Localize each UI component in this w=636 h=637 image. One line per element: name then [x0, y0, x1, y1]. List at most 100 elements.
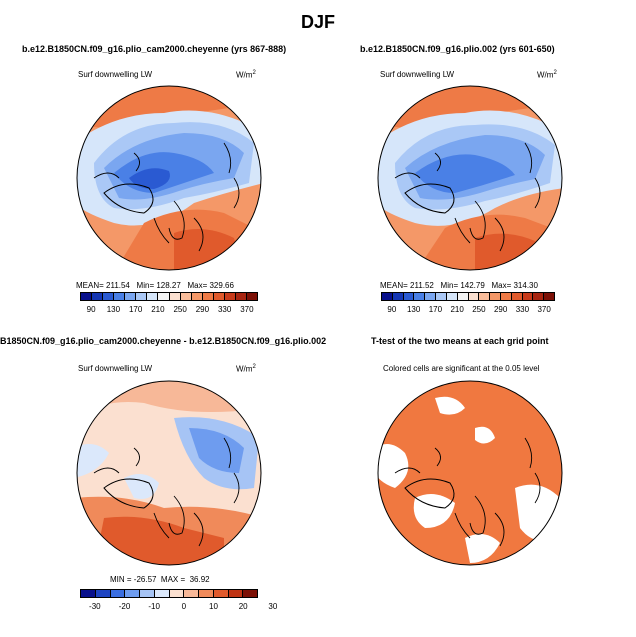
colorbar-swatch: [246, 293, 257, 300]
non-significant-area: [378, 444, 409, 488]
non-significant-area: [465, 534, 500, 563]
colorbar-tick-label: 130: [406, 305, 421, 314]
colorbar-swatch: [479, 293, 491, 300]
coastline: [404, 183, 455, 214]
colorbar-swatch: [500, 293, 512, 300]
colorbar-swatch: [243, 590, 257, 597]
panel-2-variable: Surf downwelling LW: [380, 70, 455, 79]
colorbar-tick-label: -10: [148, 602, 160, 611]
panel-2-colorbar-labels: 90 130 170 210 250 290 330 370: [381, 305, 555, 315]
colorbar-swatch: [147, 293, 159, 300]
panel-3-polar-map: [76, 380, 262, 566]
colorbar-tick-label: -30: [89, 602, 101, 611]
coastline: [103, 478, 154, 509]
colorbar-tick-label: 30: [268, 602, 278, 611]
panel-3-variable: Surf downwelling LW: [78, 364, 153, 373]
map-border: [377, 85, 563, 271]
panel-3-title-text: B1850CN.f09_g16.plio_cam2000.cheyenne - …: [0, 336, 327, 346]
colorbar-tick-label: 90: [387, 305, 397, 314]
colorbar-tick-label: 290: [195, 305, 210, 314]
panel-1-units: W/m2: [236, 70, 256, 80]
colorbar-tick-label: 250: [472, 305, 486, 314]
colorbar-swatch: [125, 293, 137, 300]
colorbar-swatch: [169, 293, 181, 300]
panel-4-note: Colored cells are significant at the 0.0…: [383, 364, 540, 373]
map-border: [377, 380, 563, 566]
cold-core-contour: [129, 168, 170, 189]
colorbar-tick-label: 330: [217, 305, 232, 314]
colorbar-tick-label: 0: [181, 602, 187, 611]
colorbar-swatch: [522, 293, 534, 300]
colorbar-tick-label: 370: [537, 305, 551, 314]
colorbar-swatch: [92, 293, 104, 300]
panel-3-colorbar: [80, 589, 258, 598]
colorbar-swatch: [169, 590, 185, 597]
colorbar-swatch: [199, 590, 214, 597]
panel-2-polar-map: [377, 85, 563, 271]
colorbar-swatch: [125, 590, 140, 597]
map-border: [76, 380, 262, 566]
colorbar-swatch: [81, 293, 93, 300]
colorbar-swatch: [511, 293, 523, 300]
panel-2-stats: MEAN= 211.52 Min= 142.79 Max= 314.30: [380, 281, 538, 290]
colorbar-tick-label: 210: [450, 305, 464, 314]
colorbar-swatch: [544, 293, 554, 300]
page-title: DJF: [300, 12, 335, 32]
colorbar-tick-label: 210: [151, 305, 165, 314]
colorbar-swatch: [235, 293, 247, 300]
colorbar-swatch: [425, 293, 437, 300]
coastline: [93, 142, 240, 252]
colorbar-swatch: [114, 293, 126, 300]
colorbar-swatch: [95, 590, 111, 597]
coastline: [404, 478, 455, 509]
colorbar-swatch: [436, 293, 447, 300]
panel-1-stats: MEAN= 211.54 Min= 128.27 Max= 329.66: [76, 281, 234, 290]
panel-3-title: B1850CN.f09_g16.plio_cam2000.cheyenne - …: [0, 336, 356, 346]
colorbar-swatch: [154, 590, 170, 597]
panel-3-colorbar-labels: -30 -20 -10 0 10 20 30: [80, 602, 277, 612]
colorbar-swatch: [184, 590, 199, 597]
panel-3-units: W/m2: [236, 364, 256, 374]
panel-3-stats: MIN = -26.57 MAX = 36.92: [110, 575, 210, 584]
colorbar-tick-label: 90: [86, 305, 96, 314]
colorbar-swatch: [228, 590, 244, 597]
colorbar-tick-label: 370: [240, 305, 254, 314]
colorbar-swatch: [392, 293, 404, 300]
negative-contour: [124, 474, 159, 499]
colorbar-swatch: [414, 293, 426, 300]
colorbar-swatch: [213, 590, 229, 597]
coastline: [394, 437, 541, 547]
panel-1-variable: Surf downwelling LW: [78, 70, 153, 79]
colorbar-swatch: [403, 293, 415, 300]
colorbar-tick-label: 20: [238, 602, 248, 611]
colorbar-swatch: [457, 293, 469, 300]
colorbar-swatch: [533, 293, 545, 300]
panel-4-title: T-test of the two means at each grid poi…: [371, 336, 549, 346]
colorbar-tick-label: 10: [209, 602, 218, 611]
panel-1-polar-map: [76, 85, 262, 271]
colorbar-tick-label: 250: [173, 305, 187, 314]
colorbar-tick-label: 330: [515, 305, 530, 314]
panel-1-title: b.e12.B1850CN.f09_g16.plio_cam2000.cheye…: [22, 44, 287, 54]
coastline: [394, 142, 541, 252]
colorbar-tick-label: 130: [106, 305, 121, 314]
panel-2-title: b.e12.B1850CN.f09_g16.plio.002 (yrs 601-…: [360, 44, 555, 54]
coastline: [103, 183, 154, 214]
colorbar-tick-label: 170: [428, 305, 443, 314]
colorbar-swatch: [490, 293, 501, 300]
colorbar-tick-label: 290: [493, 305, 508, 314]
colorbar-swatch: [110, 590, 126, 597]
colorbar-swatch: [468, 293, 480, 300]
colorbar-swatch: [191, 293, 203, 300]
panel-1-colorbar-labels: 90 130 170 210 250 290 330 370: [80, 305, 258, 315]
negative-contour: [77, 444, 109, 478]
colorbar-swatch: [446, 293, 458, 300]
colorbar-swatch: [103, 293, 115, 300]
map-border: [76, 85, 262, 271]
colorbar-swatch: [180, 293, 192, 300]
colorbar-swatch: [224, 293, 236, 300]
colorbar-swatch: [202, 293, 214, 300]
panel-2-colorbar: [381, 292, 555, 301]
colorbar-swatch: [140, 590, 155, 597]
panel-4-polar-map: [377, 380, 563, 566]
